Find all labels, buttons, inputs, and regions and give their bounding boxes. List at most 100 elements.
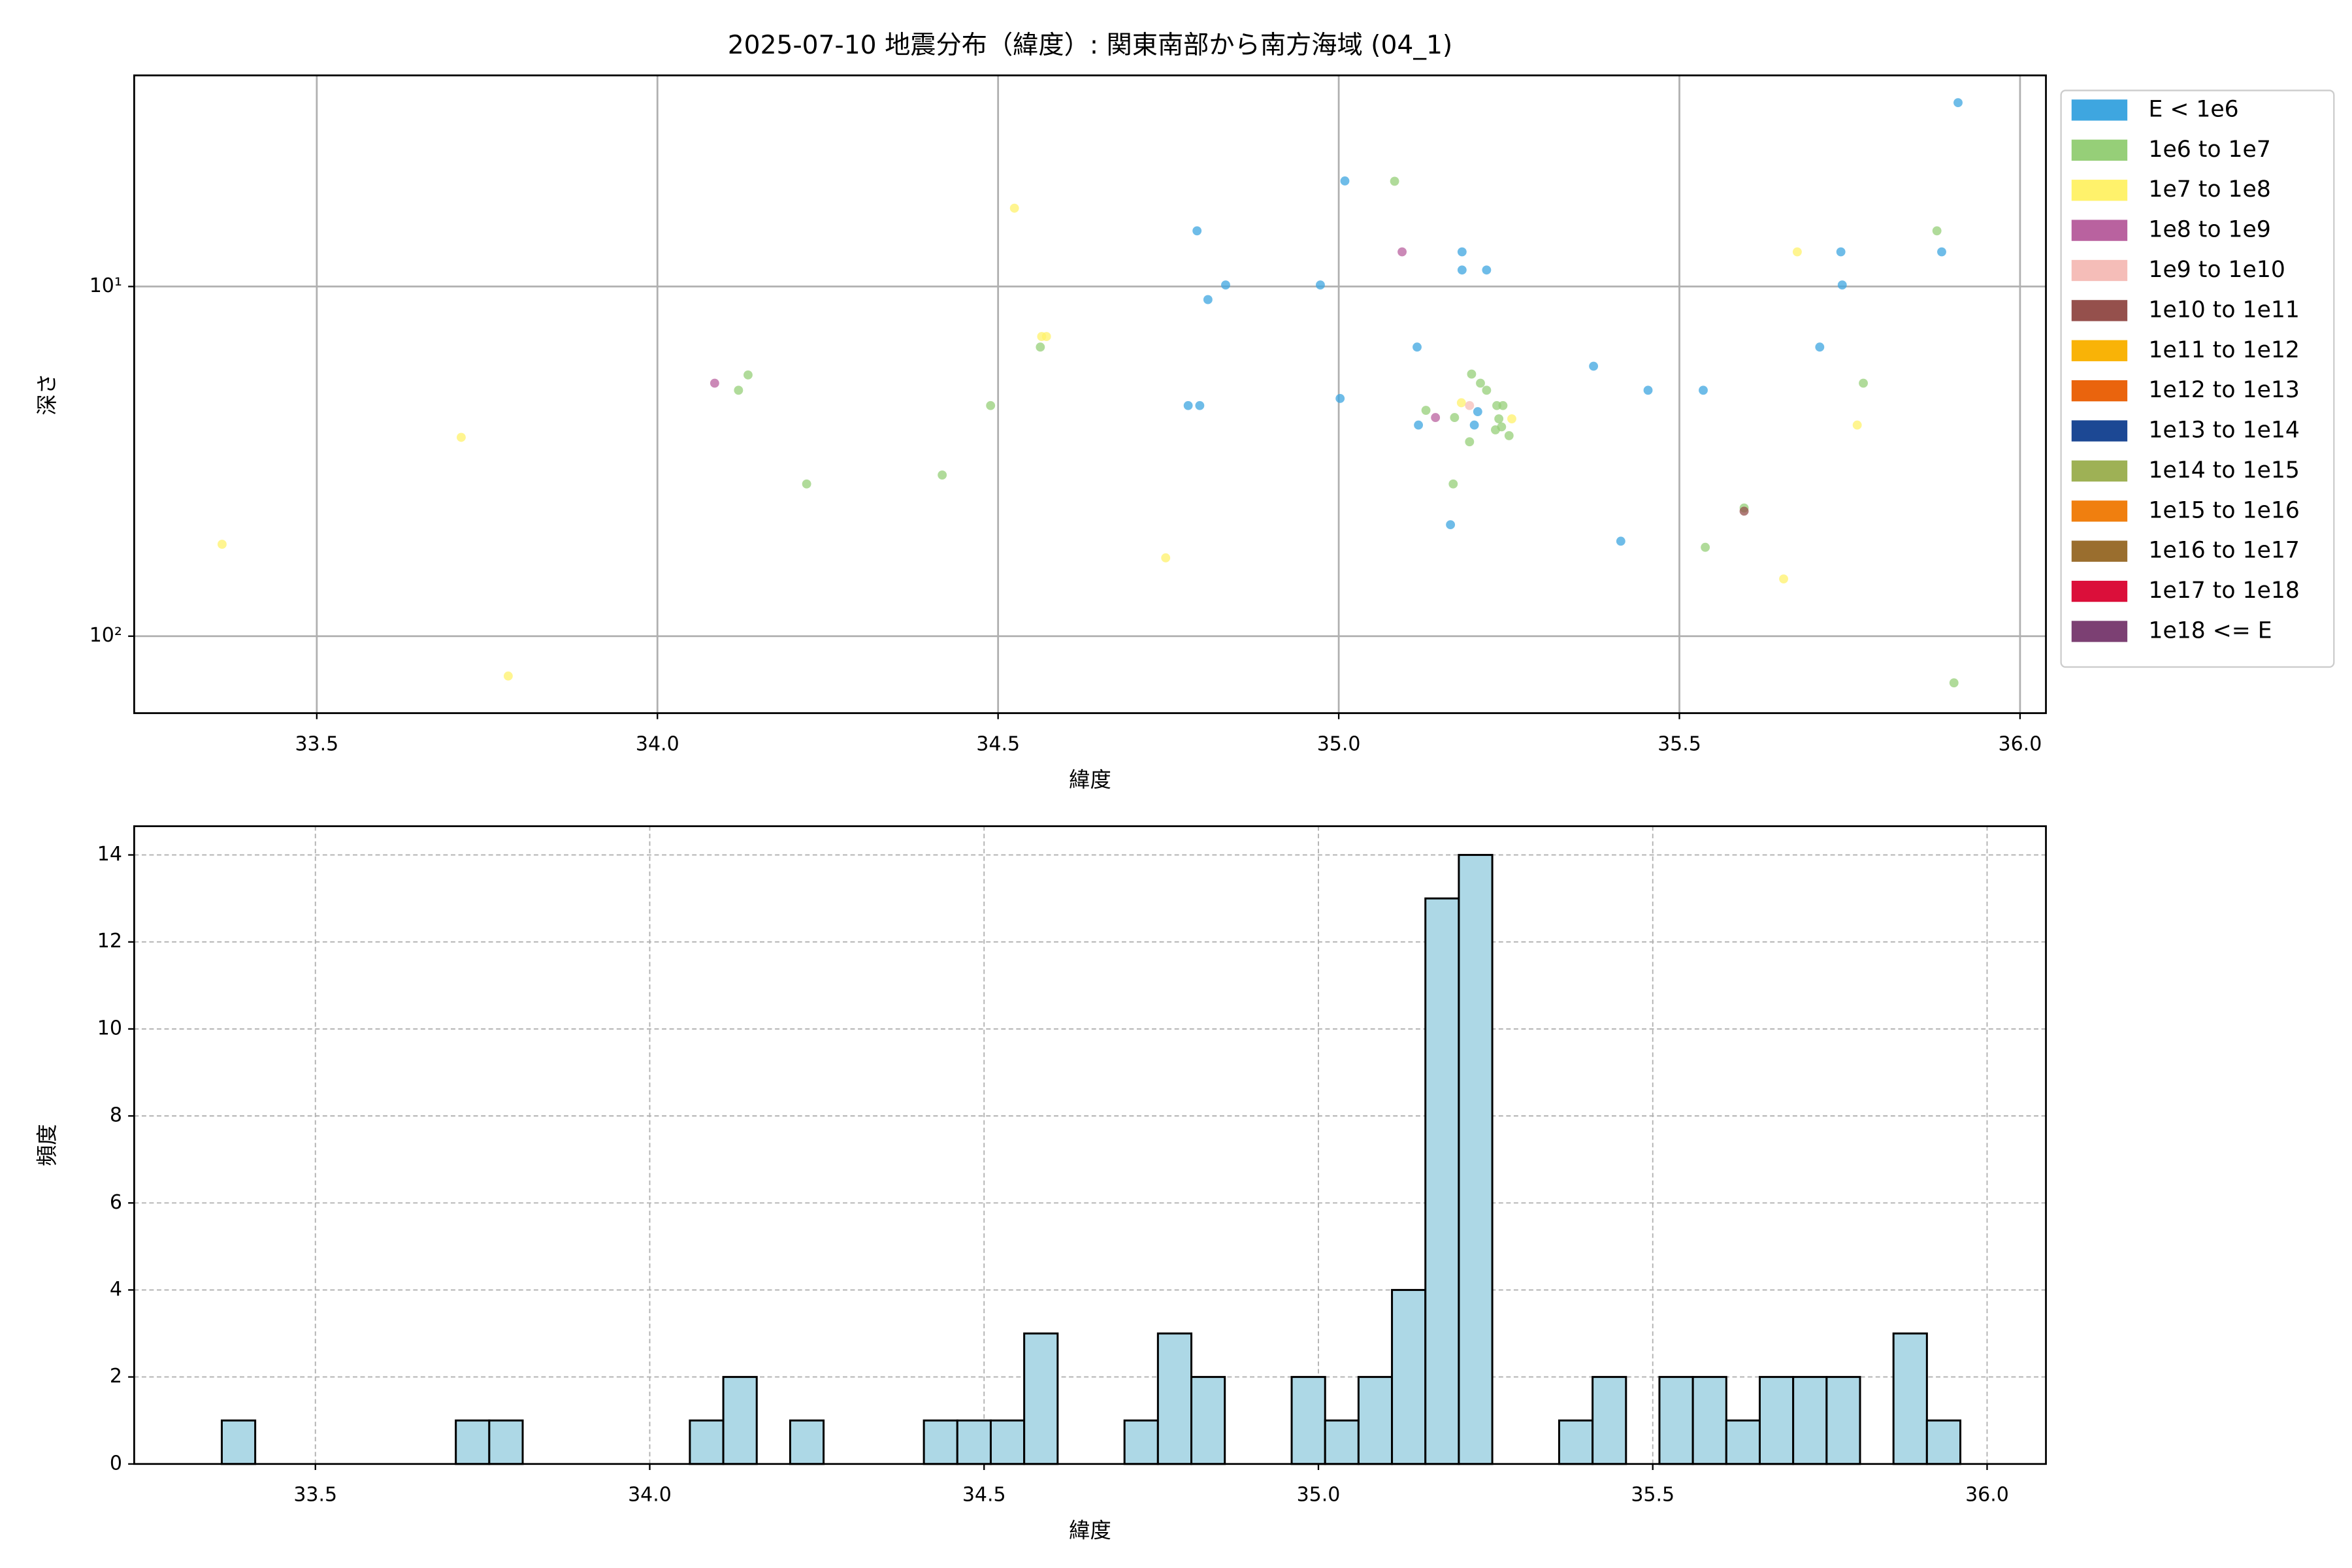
plot-frame bbox=[133, 825, 2047, 1465]
y-tick-label: 10¹ bbox=[90, 274, 122, 297]
bar bbox=[1190, 1376, 1226, 1465]
y-tick-label: 6 bbox=[110, 1191, 122, 1214]
point bbox=[1316, 280, 1325, 290]
point bbox=[1450, 413, 1460, 423]
y-tick-label: 8 bbox=[110, 1104, 122, 1127]
x-axis-label: 緯度 bbox=[1069, 767, 1111, 792]
y-tick-label: 14 bbox=[97, 843, 122, 866]
point bbox=[1473, 407, 1482, 417]
point bbox=[1414, 420, 1424, 430]
point bbox=[1041, 332, 1051, 342]
point bbox=[1937, 247, 1946, 257]
legend-swatch bbox=[2071, 99, 2128, 121]
point bbox=[1457, 265, 1467, 275]
legend-label: 1e10 to 1e11 bbox=[2148, 297, 2299, 323]
y-axis-label: 頻度 bbox=[35, 1124, 59, 1166]
y-tick-label: 12 bbox=[97, 930, 122, 953]
point bbox=[1739, 506, 1749, 516]
bar bbox=[722, 1376, 758, 1465]
legend-swatch bbox=[2071, 259, 2128, 282]
point bbox=[1009, 203, 1019, 213]
point bbox=[1335, 393, 1345, 403]
legend-swatch bbox=[2071, 380, 2128, 402]
legend-label: 1e13 to 1e14 bbox=[2148, 417, 2299, 444]
legend-box bbox=[2060, 90, 2335, 668]
point bbox=[457, 433, 466, 442]
bar bbox=[689, 1419, 725, 1465]
point bbox=[1589, 361, 1599, 371]
bar bbox=[1691, 1376, 1727, 1465]
legend-label: 1e15 to 1e16 bbox=[2148, 497, 2299, 523]
x-tick-label: 36.0 bbox=[1999, 733, 2042, 756]
point bbox=[1792, 247, 1802, 257]
point bbox=[734, 385, 743, 395]
y-tick-label: 0 bbox=[110, 1452, 122, 1475]
legend-swatch bbox=[2071, 340, 2128, 361]
bar bbox=[1391, 1288, 1427, 1465]
legend-label: 1e7 to 1e8 bbox=[2148, 176, 2270, 203]
legend-swatch bbox=[2071, 460, 2128, 482]
point bbox=[1203, 295, 1213, 304]
x-tick-label: 36.0 bbox=[1965, 1484, 2009, 1507]
x-tick-label: 35.5 bbox=[1631, 1484, 1674, 1507]
bar bbox=[1324, 1419, 1360, 1465]
legend-swatch bbox=[2071, 621, 2128, 642]
point bbox=[1932, 226, 1942, 236]
bar bbox=[1357, 1376, 1394, 1465]
point bbox=[1467, 369, 1477, 379]
point bbox=[217, 540, 227, 549]
bar bbox=[1758, 1376, 1795, 1465]
legend-swatch bbox=[2071, 540, 2128, 562]
point bbox=[1779, 574, 1788, 584]
point bbox=[1504, 431, 1514, 440]
legend-swatch bbox=[2071, 180, 2128, 201]
point bbox=[1701, 542, 1710, 552]
legend-label: 1e16 to 1e17 bbox=[2148, 538, 2299, 564]
bar bbox=[1156, 1332, 1193, 1465]
x-tick-label: 34.5 bbox=[976, 733, 1020, 756]
x-tick-label: 35.0 bbox=[1317, 733, 1361, 756]
legend-label: 1e9 to 1e10 bbox=[2148, 257, 2285, 283]
chart-title: 2025-07-10 地震分布（緯度）: 関東南部から南方海域 (04_1) bbox=[728, 31, 1453, 60]
bar bbox=[1892, 1332, 1928, 1465]
x-tick-label: 35.5 bbox=[1658, 733, 1701, 756]
point bbox=[710, 378, 719, 388]
bar bbox=[1658, 1376, 1694, 1465]
point bbox=[1491, 425, 1500, 434]
point bbox=[1699, 385, 1708, 395]
bar bbox=[956, 1419, 992, 1465]
bar bbox=[488, 1419, 524, 1465]
bar bbox=[1792, 1376, 1828, 1465]
point bbox=[1476, 378, 1485, 388]
bar bbox=[1825, 1376, 1861, 1465]
point bbox=[1949, 678, 1959, 688]
point bbox=[1448, 479, 1458, 489]
x-tick-label: 34.0 bbox=[636, 733, 679, 756]
legend-label: 1e11 to 1e12 bbox=[2148, 337, 2299, 363]
bar bbox=[1592, 1376, 1627, 1465]
legend-label: E < 1e6 bbox=[2148, 96, 2238, 122]
legend-label: 1e8 to 1e9 bbox=[2148, 217, 2270, 243]
y-tick-label: 2 bbox=[110, 1365, 122, 1388]
plot-frame bbox=[133, 74, 2047, 714]
point bbox=[1836, 247, 1846, 257]
point bbox=[1837, 280, 1847, 290]
legend-label: 1e6 to 1e7 bbox=[2148, 137, 2270, 163]
bar bbox=[455, 1419, 491, 1465]
point bbox=[1456, 398, 1466, 408]
point bbox=[1616, 536, 1625, 546]
point bbox=[1494, 414, 1504, 423]
point bbox=[1446, 520, 1456, 530]
bar bbox=[220, 1419, 257, 1465]
point bbox=[802, 479, 811, 489]
bar bbox=[1290, 1376, 1326, 1465]
point bbox=[1390, 176, 1399, 186]
point bbox=[1482, 265, 1492, 275]
bar bbox=[789, 1419, 825, 1465]
bar bbox=[1023, 1332, 1059, 1465]
point bbox=[1852, 420, 1862, 430]
legend-swatch bbox=[2071, 300, 2128, 321]
bar bbox=[1458, 854, 1494, 1465]
point bbox=[1421, 406, 1431, 415]
